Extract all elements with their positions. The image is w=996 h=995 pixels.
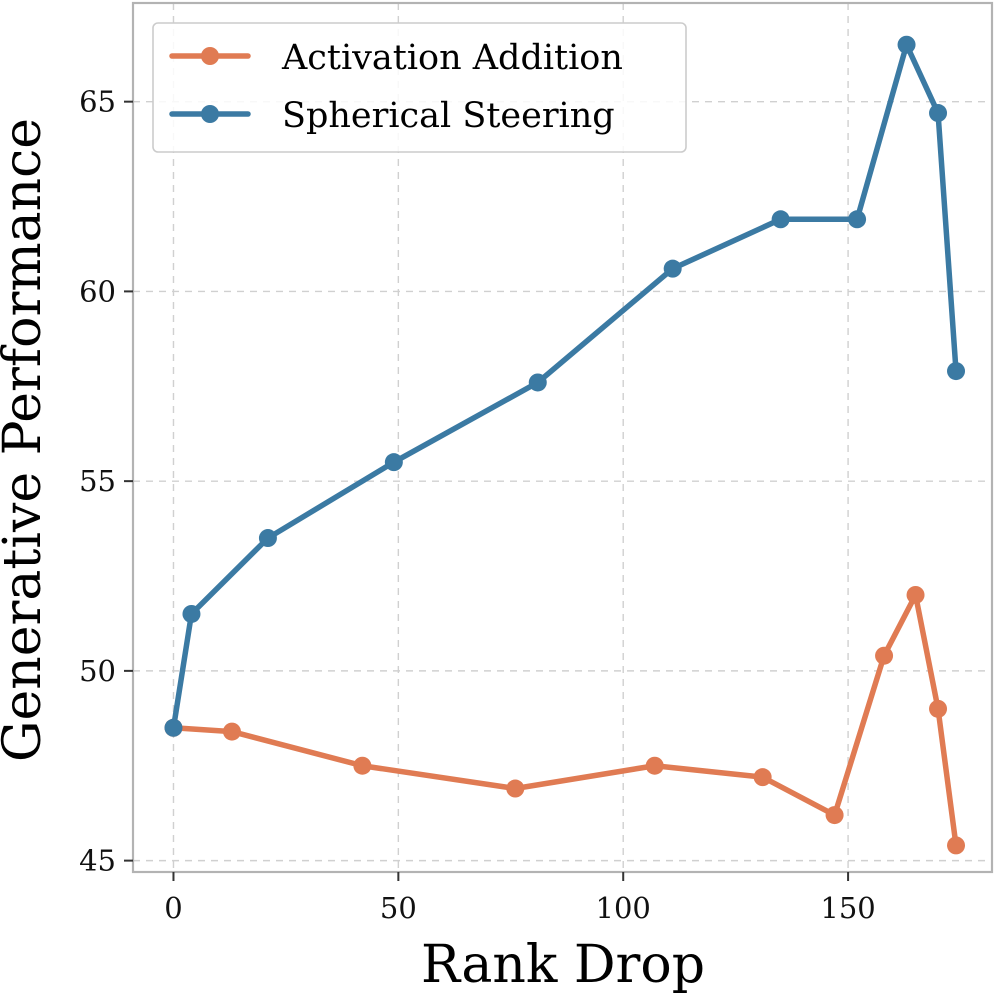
data-point-spherical-steering [528, 373, 547, 392]
data-point-activation-addition [929, 699, 948, 718]
x-axis: 0 50 100 150 [164, 872, 876, 925]
data-point-spherical-steering [929, 104, 948, 123]
y-tick-label: 50 [79, 654, 116, 688]
data-point-activation-addition [645, 756, 664, 775]
data-point-spherical-steering [663, 259, 682, 278]
x-tick-label: 150 [820, 891, 875, 925]
data-point-spherical-steering [848, 210, 867, 229]
x-axis-label: Rank Drop [421, 935, 705, 995]
legend-frame [152, 22, 687, 153]
data-point-spherical-steering [182, 604, 201, 623]
data-point-spherical-steering [258, 529, 277, 548]
data-point-spherical-steering [164, 718, 183, 737]
data-point-activation-addition [506, 779, 525, 798]
series-activation-addition [164, 585, 966, 855]
data-point-activation-addition [875, 646, 894, 665]
y-axis: 45 50 55 60 65 [79, 85, 133, 878]
data-point-activation-addition [753, 768, 772, 787]
data-point-activation-addition [353, 756, 372, 775]
legend-label-activation-addition: Activation Addition [281, 38, 623, 78]
y-tick-label: 65 [79, 85, 116, 119]
data-point-activation-addition [222, 722, 241, 741]
x-tick-label: 100 [596, 891, 651, 925]
legend-marker-spherical-steering [201, 105, 219, 123]
plot-frame [131, 1, 994, 874]
x-tick-label: 0 [164, 891, 182, 925]
x-tick-label: 50 [380, 891, 417, 925]
data-point-spherical-steering [771, 210, 790, 229]
legend-label-spherical-steering: Spherical Steering [282, 96, 615, 136]
data-point-activation-addition [825, 806, 844, 825]
series-spherical-steering [164, 35, 966, 737]
y-tick-label: 45 [79, 844, 116, 878]
series-layer [164, 35, 966, 855]
y-tick-label: 55 [79, 464, 116, 498]
y-tick-label: 60 [79, 274, 116, 308]
data-point-spherical-steering [947, 362, 966, 381]
legend-marker-activation-addition [201, 47, 219, 65]
legend: Activation Addition Spherical Steering [152, 22, 687, 153]
data-point-spherical-steering [897, 35, 916, 54]
data-point-activation-addition [906, 585, 925, 604]
data-point-activation-addition [947, 836, 966, 855]
data-point-spherical-steering [384, 453, 403, 472]
y-axis-label: Generative Performance [0, 118, 53, 762]
